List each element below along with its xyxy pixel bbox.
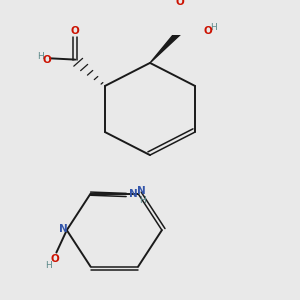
- Text: N: N: [137, 186, 146, 196]
- Text: H: H: [211, 23, 217, 32]
- Text: H: H: [37, 52, 44, 61]
- Text: O: O: [42, 55, 51, 65]
- Text: O: O: [50, 254, 59, 264]
- Text: O: O: [71, 26, 80, 36]
- Text: N: N: [59, 224, 68, 234]
- Text: N: N: [129, 189, 138, 199]
- Text: H: H: [139, 196, 146, 205]
- Text: O: O: [204, 26, 213, 36]
- Polygon shape: [150, 30, 182, 63]
- Text: H: H: [46, 261, 52, 270]
- Text: O: O: [175, 0, 184, 7]
